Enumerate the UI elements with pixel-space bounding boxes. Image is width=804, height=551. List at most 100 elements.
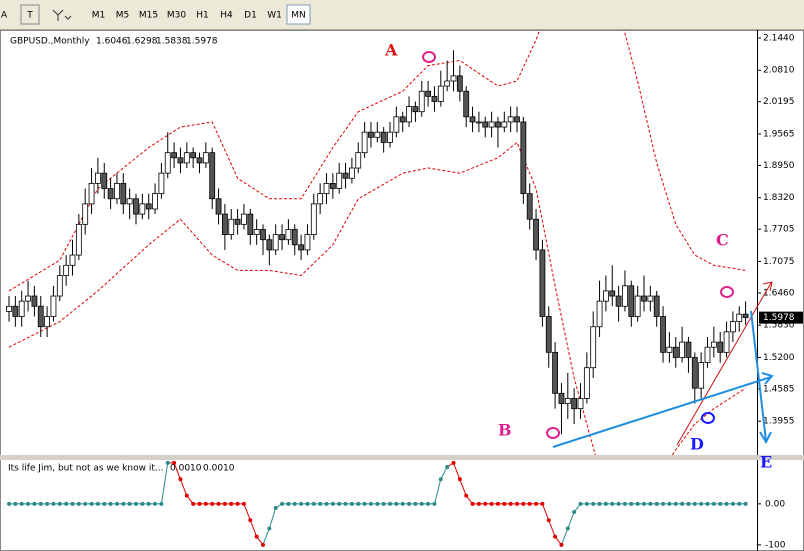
- indicator-dot: [534, 501, 539, 506]
- y-tick-label: 1.6460: [763, 288, 795, 298]
- annotation: D: [690, 435, 704, 454]
- candle-body: [272, 234, 279, 251]
- indicator-dot: [362, 501, 367, 506]
- candle-body: [380, 131, 387, 143]
- indicator-dot: [51, 501, 56, 506]
- timeframe-label: H4: [220, 11, 233, 21]
- candle-body: [564, 398, 571, 404]
- candle-body: [437, 85, 444, 102]
- candle-body: [387, 131, 393, 143]
- trend-line: [552, 376, 772, 448]
- indicator-dot: [19, 501, 24, 506]
- indicator-dot: [476, 501, 481, 506]
- y-tick-label: 1.5200: [763, 353, 795, 363]
- indicator-dot: [356, 501, 361, 506]
- indicator-dot: [311, 501, 316, 506]
- indicator-dot: [565, 526, 570, 531]
- candle-body: [730, 321, 736, 333]
- timeframe-button[interactable]: [87, 5, 110, 24]
- trend-line: [676, 282, 772, 446]
- indicator-dot: [45, 501, 50, 506]
- candle-body: [215, 198, 222, 215]
- candle-body: [63, 264, 70, 276]
- timeframe-button[interactable]: [286, 4, 311, 25]
- indicator-dot: [286, 501, 291, 506]
- y-tick-label: 1.3955: [763, 417, 795, 427]
- candle-body: [507, 116, 514, 123]
- candle-body: [679, 341, 685, 358]
- indicator-dot: [515, 501, 519, 506]
- indicator-dot: [184, 493, 189, 498]
- indicator-dot: [445, 464, 450, 469]
- candle-body: [18, 300, 25, 317]
- candle-body: [501, 121, 508, 128]
- y-tick-label: 1.8320: [763, 193, 795, 203]
- indicator-segment: [459, 479, 467, 496]
- indicator-dot: [197, 501, 202, 506]
- candle-body: [228, 218, 235, 235]
- indicator-segment: [548, 520, 556, 537]
- timeframe-button[interactable]: [191, 5, 214, 24]
- candle-body: [412, 106, 419, 113]
- timeframe-button[interactable]: [215, 5, 238, 24]
- candle-body: [399, 116, 406, 123]
- candle-body: [520, 121, 527, 195]
- indicator-dot: [584, 501, 589, 506]
- candle-body: [456, 75, 463, 92]
- candle-body: [393, 116, 400, 133]
- timeframe-label: H1: [196, 11, 209, 21]
- indicator-dot: [483, 501, 488, 506]
- candle-body: [571, 398, 578, 410]
- indicator-dot: [680, 501, 685, 506]
- candle-body: [583, 367, 590, 399]
- open-readout: 1.6046: [96, 37, 128, 47]
- timeframe-button[interactable]: [111, 5, 134, 24]
- indicator-segment: [262, 528, 270, 546]
- indicator-segment: [268, 507, 277, 529]
- indicator-dot: [470, 501, 475, 506]
- candle-body: [355, 152, 362, 169]
- tool-button[interactable]: [1, 5, 19, 24]
- candle-body: [37, 305, 44, 328]
- indicator-dot: [718, 501, 723, 506]
- y-tick-label: 1.7705: [763, 225, 795, 235]
- indicator-dot: [254, 534, 259, 539]
- circle: [701, 412, 715, 424]
- indicator-dot: [521, 501, 526, 506]
- indicator-segment: [173, 462, 181, 480]
- price-axis: 2.1440 2.0810 2.0195 1.9565 1.8950 1.8320 1.77…: [757, 33, 803, 427]
- indicator-dot: [489, 501, 494, 506]
- candle-body: [514, 116, 520, 123]
- indicator-dot: [737, 501, 742, 506]
- tool-button[interactable]: [20, 4, 40, 25]
- timeframe-button[interactable]: [263, 5, 286, 24]
- indicator-dot: [83, 501, 88, 506]
- candle-body: [114, 182, 120, 200]
- candle-body: [247, 213, 254, 235]
- tool-icon[interactable]: [52, 9, 72, 21]
- indicator-dot: [451, 460, 456, 465]
- band-line: [8, 30, 746, 292]
- timeframe-button[interactable]: [163, 5, 190, 24]
- timeframe-button[interactable]: [239, 5, 262, 24]
- indicator-dot: [191, 501, 196, 506]
- timeframe-button[interactable]: [135, 5, 162, 24]
- candle-body: [12, 305, 19, 317]
- candle-body: [672, 346, 679, 358]
- candle-body: [164, 152, 171, 174]
- indicator-dot: [508, 501, 513, 506]
- indicator-tick-label: 0.00: [765, 499, 785, 509]
- candle-body: [488, 121, 495, 128]
- indicator-dot: [273, 505, 278, 510]
- candle-body: [69, 254, 76, 266]
- indicator-segment: [440, 466, 448, 480]
- circle: [720, 286, 734, 298]
- indicator-dot: [661, 501, 666, 506]
- y-tick-label: 2.0195: [763, 97, 795, 107]
- indicator-dot: [394, 501, 399, 506]
- indicator-segment: [567, 511, 575, 529]
- indicator-dot: [343, 501, 348, 506]
- candle-body: [552, 351, 558, 394]
- candle-body: [641, 295, 647, 302]
- candle-body: [450, 75, 457, 82]
